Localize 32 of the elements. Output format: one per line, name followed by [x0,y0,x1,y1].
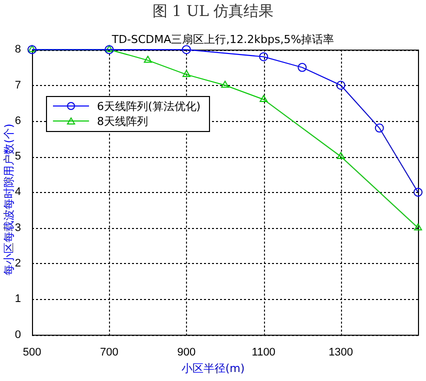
point [414,188,422,197]
point [182,45,191,54]
y-tick-label: 7 [14,79,21,92]
y-axis-title: 每小区每载波每时隙用户数(个) [2,122,16,278]
y-tick-label: 8 [14,44,21,56]
point [336,80,346,90]
x-tick-label: 500 [22,346,42,358]
point [144,56,152,63]
y-tick-label: 4 [14,186,21,198]
x-tick-label: 1100 [252,346,276,358]
y-tick-label: 2 [14,258,21,270]
legend-label: 8天线阵列 [97,114,148,129]
x-axis-title: 小区半径(m) [180,361,246,376]
x-tick-label: 700 [100,346,118,358]
chart-subtitle: TD-SCDMA三扇区上行,12.2kbps,5%掉话率 [110,32,336,47]
point [221,80,229,88]
point [260,95,268,102]
x-tick-label: 900 [177,346,196,358]
point [298,62,307,72]
legend-label: 6天线阵列(算法优化) [97,98,201,114]
y-tick-label: 0 [14,328,21,341]
x-tick-label: 1300 [328,346,354,358]
point [414,223,422,230]
point [374,124,384,133]
point [259,52,268,62]
chart-title: 图 1 UL 仿真结果 [151,2,275,21]
y-tick-label: 5 [14,150,21,163]
point [336,152,345,160]
y-tick-label: 3 [14,222,21,234]
y-tick-label: 1 [14,293,21,306]
y-tick-label: 6 [14,114,21,127]
point [182,70,190,78]
